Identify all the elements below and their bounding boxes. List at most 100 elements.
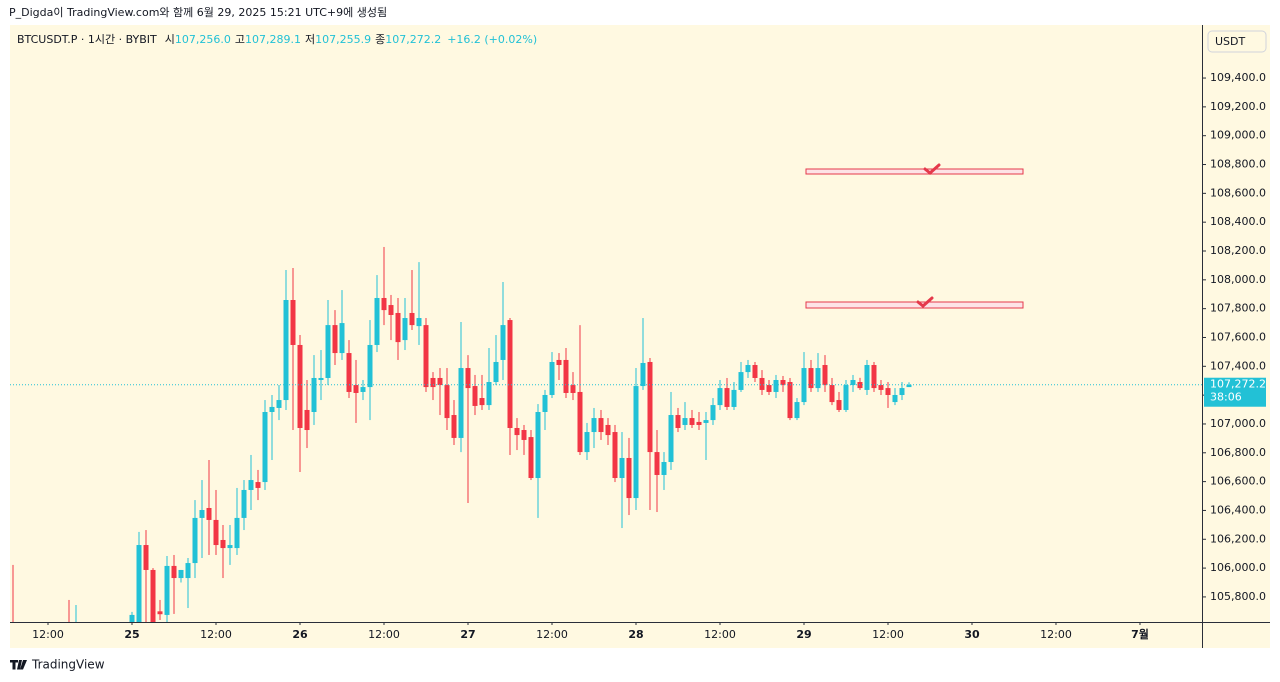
candle-body xyxy=(654,452,660,475)
candle-body xyxy=(850,380,856,386)
candle-body xyxy=(731,389,737,407)
y-tick-label: 107,800.0 xyxy=(1210,302,1266,315)
candle-body xyxy=(437,377,443,386)
candle-body xyxy=(514,427,520,436)
candle-body xyxy=(584,432,590,453)
ohlc-label: 시 xyxy=(165,33,175,46)
candle-body xyxy=(423,325,429,388)
logo-mark xyxy=(10,660,27,670)
zone-box xyxy=(805,301,1024,309)
currency-button[interactable] xyxy=(1207,30,1267,53)
candle-body xyxy=(206,507,212,520)
candle-body xyxy=(479,398,485,406)
last-price-label: 107,272.2 xyxy=(1210,378,1266,391)
candle-body xyxy=(829,385,835,403)
candle-body xyxy=(906,384,912,388)
candle-body xyxy=(710,405,716,421)
candle-body xyxy=(682,418,688,425)
y-tick-label: 108,000.0 xyxy=(1210,273,1266,286)
candle-body xyxy=(619,457,625,479)
candle-body xyxy=(871,365,877,389)
countdown: 38:06 xyxy=(1210,391,1242,404)
candle-body xyxy=(577,391,583,453)
ohlc-value: 107,256.0 xyxy=(175,33,231,46)
y-tick-label: 109,000.0 xyxy=(1210,129,1266,142)
candle-body xyxy=(591,418,597,433)
y-tick-label: 108,400.0 xyxy=(1210,215,1266,228)
candle-body xyxy=(689,418,695,425)
candle-body xyxy=(801,368,807,403)
candle-body xyxy=(640,362,646,387)
candle-body xyxy=(794,402,800,419)
candle-body xyxy=(745,365,751,373)
candle-body xyxy=(178,569,184,579)
candle-body xyxy=(255,482,261,488)
candle-body xyxy=(808,368,814,389)
y-tick-label: 109,200.0 xyxy=(1210,100,1266,113)
candle-body xyxy=(486,382,492,406)
candle-body xyxy=(360,387,366,392)
y-tick-label: 108,800.0 xyxy=(1210,158,1266,171)
candle-body xyxy=(647,361,653,453)
candle-body xyxy=(192,517,198,564)
candle-body xyxy=(444,385,450,419)
candle-body xyxy=(157,611,163,615)
candle-body xyxy=(612,432,618,479)
candle-body xyxy=(661,462,667,475)
candle-body xyxy=(675,415,681,428)
candle-body xyxy=(241,489,247,518)
candle-body xyxy=(416,318,422,327)
candle-body xyxy=(164,565,170,615)
x-tick-label: 12:00 xyxy=(704,628,736,641)
candle-body xyxy=(738,372,744,390)
x-tick-label: 29 xyxy=(796,628,811,641)
candle-body xyxy=(598,418,604,433)
y-tick-label: 108,600.0 xyxy=(1210,186,1266,199)
candle-body xyxy=(213,519,219,546)
ohlc-label: 종 xyxy=(375,33,385,46)
x-tick-label: 12:00 xyxy=(368,628,400,641)
candle-body xyxy=(311,377,317,412)
candle-body xyxy=(129,614,135,622)
currency[interactable]: USDT xyxy=(1215,35,1246,48)
candle-body xyxy=(500,325,506,360)
candle-body xyxy=(185,563,191,579)
footer-logo: TradingView xyxy=(10,658,105,672)
candle-body xyxy=(374,297,380,345)
drawings xyxy=(805,163,1024,309)
candle-body xyxy=(472,386,478,406)
x-tick-label: 12:00 xyxy=(872,628,904,641)
candle-body xyxy=(430,377,436,388)
candle-body xyxy=(864,365,870,390)
candle-body xyxy=(367,344,373,388)
y-tick-label: 106,200.0 xyxy=(1210,532,1266,545)
candle-body xyxy=(563,359,569,393)
candle-body xyxy=(843,385,849,410)
candle-body xyxy=(836,400,842,410)
legend: BTCUSDT.P · 1시간 · BYBIT 시107,256.0 고107,28… xyxy=(17,33,537,46)
candle-body xyxy=(899,388,905,395)
candle-body xyxy=(822,365,828,386)
candles xyxy=(12,246,912,622)
candle-body xyxy=(696,421,702,425)
x-tick-label: 7월 xyxy=(1131,627,1149,641)
y-tick-label: 109,400.0 xyxy=(1210,71,1266,84)
candle-body xyxy=(451,415,457,438)
x-tick-label: 12:00 xyxy=(200,628,232,641)
candle-body xyxy=(878,385,884,390)
candle-body xyxy=(458,368,464,438)
candle-body xyxy=(752,365,758,378)
candle-body xyxy=(143,545,149,570)
time-axis xyxy=(10,623,1202,648)
check-mark xyxy=(916,296,934,308)
y-tick-label: 106,600.0 xyxy=(1210,475,1266,488)
price-axis xyxy=(1203,25,1270,648)
candle-body xyxy=(605,424,611,436)
symbol: BTCUSDT.P · 1시간 · BYBIT xyxy=(17,33,157,46)
candle-body xyxy=(626,457,632,499)
candle-body xyxy=(150,569,156,622)
candle-body xyxy=(248,480,254,490)
x-tick-label: 30 xyxy=(964,628,980,641)
candle-body xyxy=(556,359,562,366)
